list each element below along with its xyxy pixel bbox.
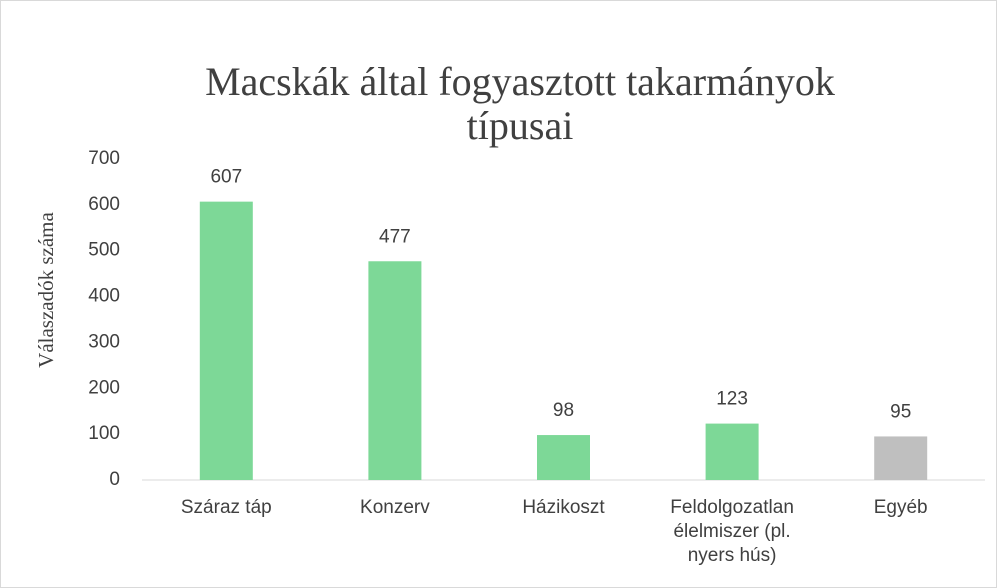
y-tick-label: 500 [88,240,120,261]
bar [705,423,759,480]
y-tick-label: 700 [88,148,120,169]
x-tick-label: Egyéb [874,497,928,518]
x-tick-label: Konzerv [360,497,430,518]
y-tick-label: 600 [88,194,120,215]
y-axis-label: Válaszadók száma [34,211,58,367]
chart-title: Macskák által fogyasztott takarmányok típ… [205,59,835,148]
y-tick-label: 0 [109,469,120,490]
data-label: 477 [379,226,411,247]
bar [537,435,590,480]
y-tick-label: 300 [88,331,120,352]
data-label: 95 [890,401,911,422]
y-tick-label: 400 [88,286,120,307]
data-label: 123 [716,389,748,410]
x-tick-label: Feldolgozatlan élelmiszer (pl. nyers hús) [670,497,794,566]
bar [368,261,422,480]
bar [199,201,253,480]
data-label: 98 [553,400,574,421]
data-label: 607 [210,167,242,188]
bar [874,436,928,480]
y-tick-label: 100 [88,423,120,444]
x-tick-label: Házikoszt [522,497,605,518]
x-tick-label: Száraz táp [181,497,272,518]
y-tick-label: 200 [88,377,120,398]
